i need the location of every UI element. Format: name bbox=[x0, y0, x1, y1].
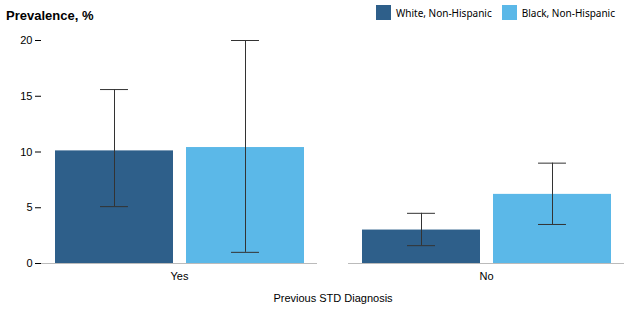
svg-text:20: 20 bbox=[20, 34, 32, 46]
svg-text:0: 0 bbox=[26, 257, 32, 269]
html-text:White, Non-Hispanic: White, Non-Hispanic bbox=[396, 5, 492, 20]
svg-text:5: 5 bbox=[26, 201, 32, 213]
html-text:Black, Non-Hispanic: Black, Non-Hispanic bbox=[521, 5, 615, 20]
html-text:Prevalence, %: Prevalence, % bbox=[6, 7, 94, 23]
svg-text:Yes: Yes bbox=[171, 270, 189, 282]
svg-text:Previous STD Diagnosis: Previous STD Diagnosis bbox=[273, 292, 393, 304]
svg-text:No: No bbox=[479, 270, 493, 282]
svg-text:15: 15 bbox=[20, 90, 32, 102]
svg-text:10: 10 bbox=[20, 146, 32, 158]
